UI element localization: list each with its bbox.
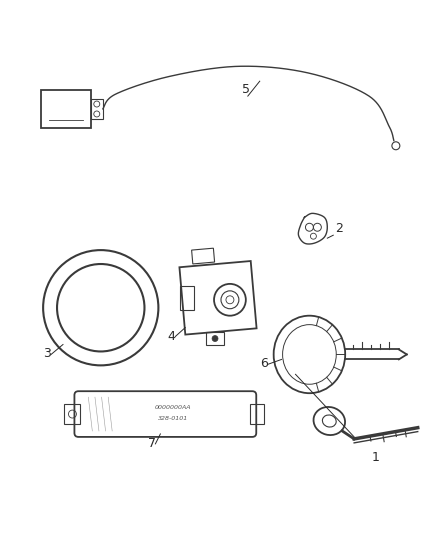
- Bar: [41, 90, 91, 128]
- Text: 4: 4: [167, 329, 175, 343]
- Text: 3: 3: [43, 348, 51, 360]
- Bar: [64, 404, 81, 424]
- Bar: [180, 286, 194, 310]
- Text: 1: 1: [372, 451, 380, 464]
- Circle shape: [212, 336, 218, 342]
- Text: 7: 7: [148, 437, 156, 450]
- Text: 6: 6: [260, 357, 268, 370]
- Bar: [91, 99, 103, 119]
- Bar: [206, 332, 224, 345]
- Text: 0000000AA: 0000000AA: [155, 405, 191, 410]
- Text: 328-0101: 328-0101: [158, 416, 188, 421]
- Text: 5: 5: [242, 83, 250, 96]
- Text: 2: 2: [335, 222, 343, 235]
- Bar: [250, 404, 264, 424]
